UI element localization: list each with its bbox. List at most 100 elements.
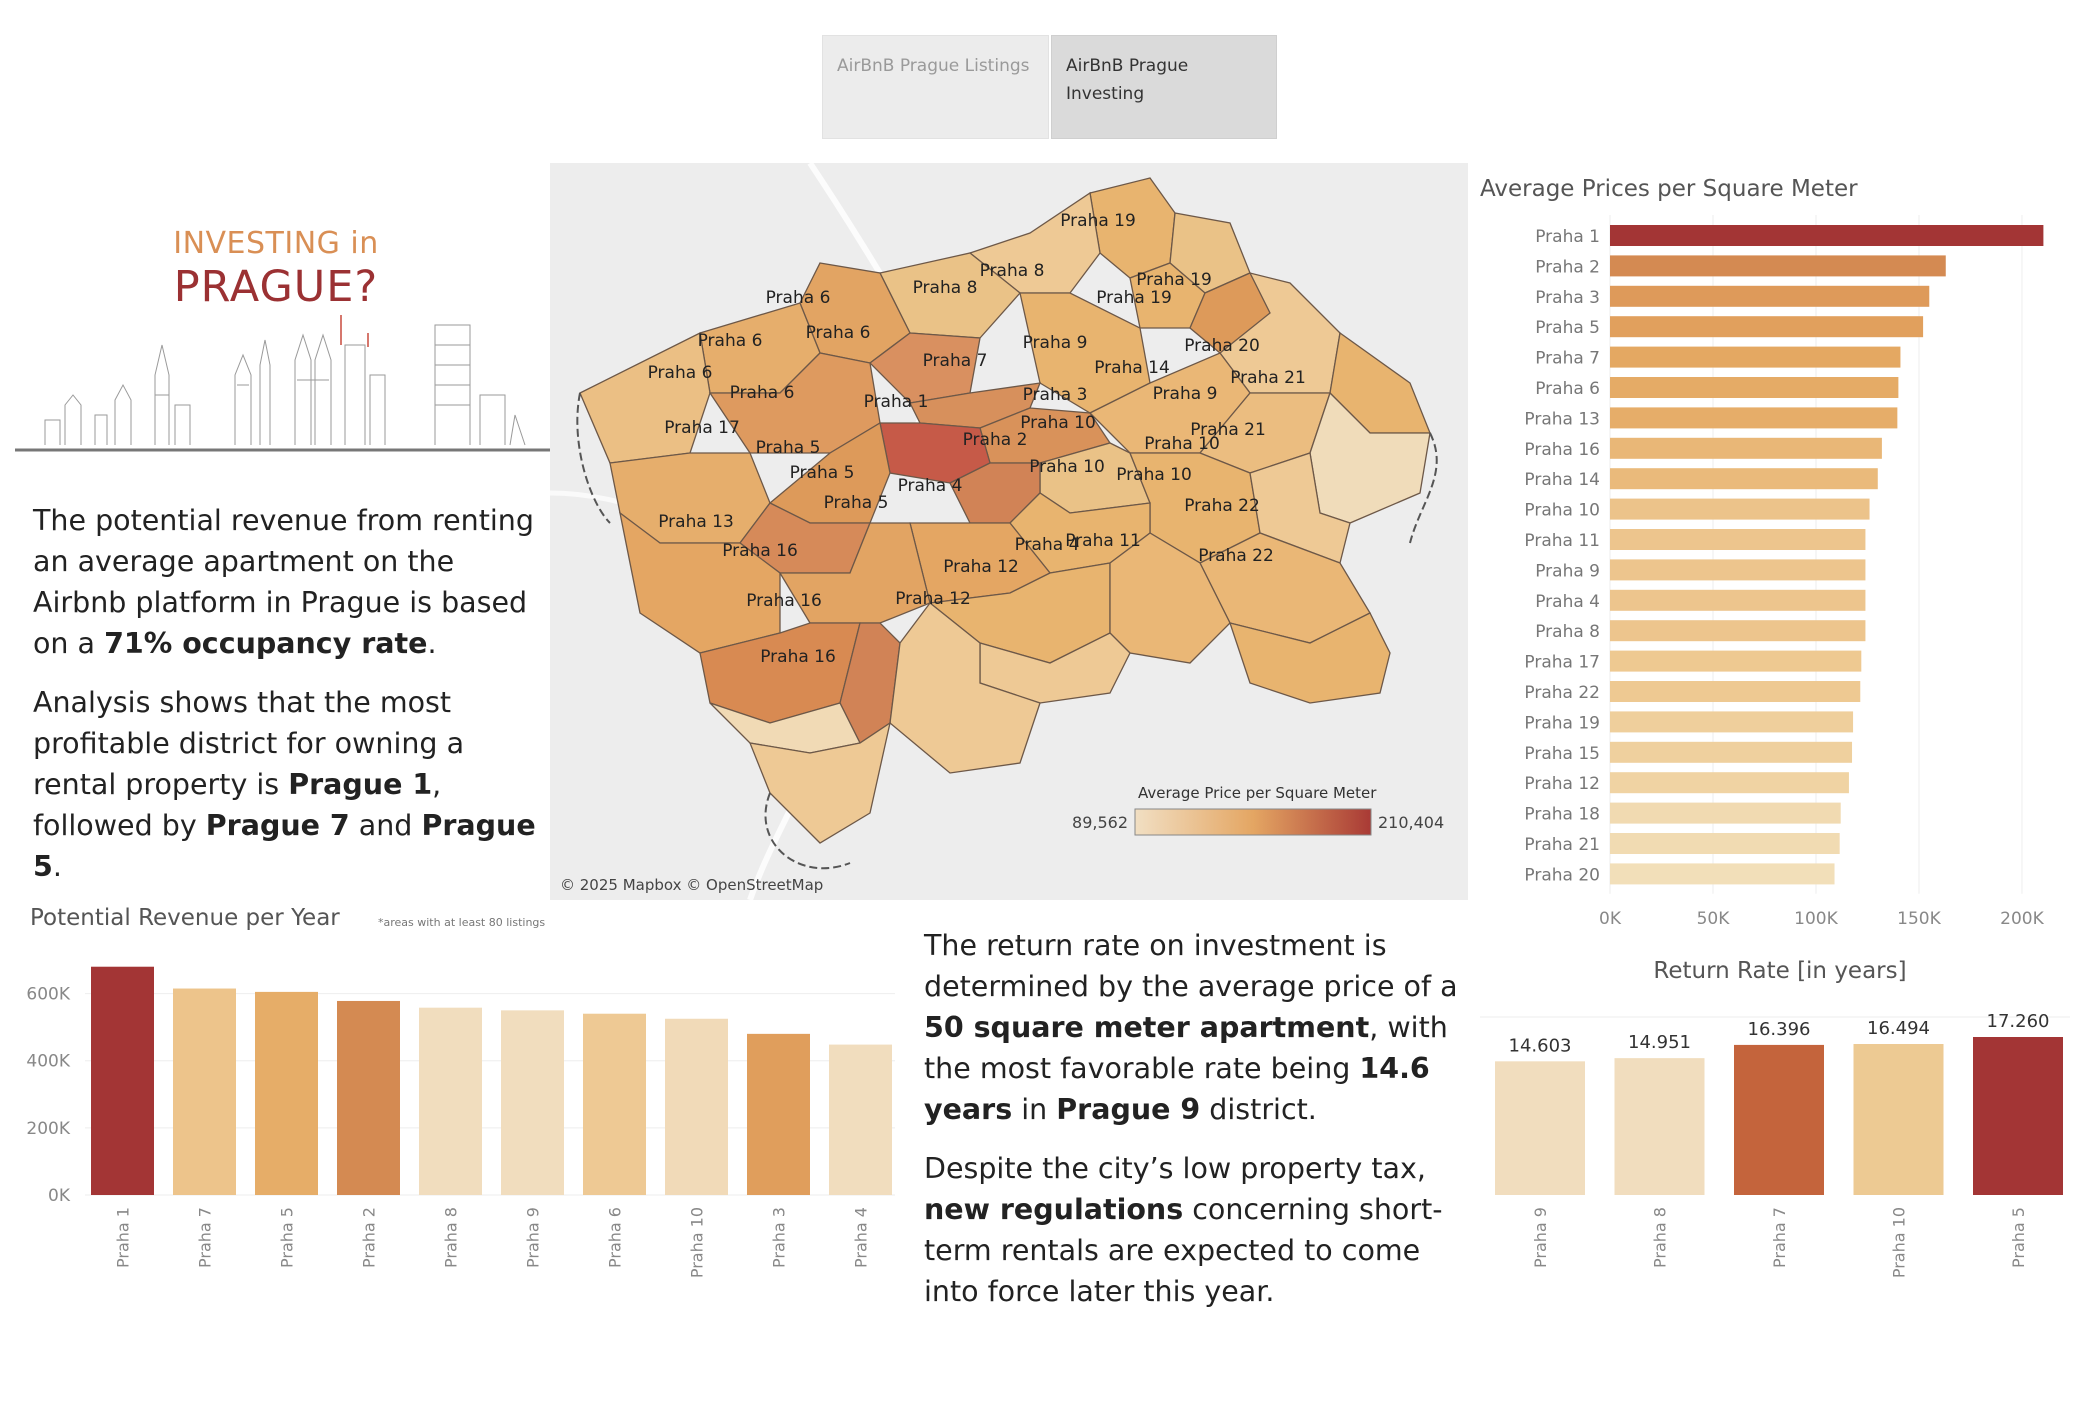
price-bar[interactable]: [1610, 437, 1882, 459]
price-chart-title: Average Prices per Square Meter: [1480, 176, 1858, 202]
map-district-label: Praha 6: [766, 288, 831, 308]
price-category-label: Praha 10: [1524, 501, 1600, 521]
price-chart[interactable]: 0K 50K 100K 150K 200K Praha 1 Praha 2 Praha 3 Pr…: [1480, 215, 2080, 935]
map-district-label: Praha 6: [806, 323, 871, 343]
price-xtick-label: 150K: [1897, 909, 1941, 929]
revenue-bar[interactable]: [665, 1018, 728, 1195]
map-legend-min: 89,562: [1072, 813, 1128, 832]
map-district-label: Praha 16: [746, 591, 822, 611]
price-bar[interactable]: [1610, 620, 1866, 642]
district-praha-6-far[interactable]: [579, 332, 711, 464]
map-district-label: Praha 12: [943, 557, 1019, 577]
price-bar[interactable]: [1610, 285, 1930, 307]
price-bar[interactable]: [1610, 559, 1866, 581]
district-praha-6-inner[interactable]: [869, 332, 981, 404]
district-praha-19-small[interactable]: [1189, 272, 1271, 354]
map-district-label: Praha 11: [1065, 531, 1141, 551]
price-category-label: Praha 17: [1524, 653, 1600, 673]
revenue-bar[interactable]: [173, 988, 236, 1195]
map-district-label: Praha 19: [1060, 211, 1136, 231]
price-category-label: Praha 7: [1535, 349, 1600, 369]
revenue-bar[interactable]: [91, 966, 154, 1195]
return-bar[interactable]: [1973, 1037, 2063, 1195]
price-bar[interactable]: [1610, 316, 1924, 338]
price-bar[interactable]: [1610, 711, 1854, 733]
district-praha-12[interactable]: [889, 602, 1041, 774]
district-praha-16-south[interactable]: [748, 721, 891, 844]
price-bar[interactable]: [1610, 346, 1901, 368]
revenue-category-label: Praha 9: [524, 1207, 543, 1268]
tab-airbnb-prague-investing[interactable]: AirBnB Prague Investing: [1051, 35, 1277, 139]
price-category-label: Praha 13: [1524, 409, 1600, 429]
map-legend-gradient: [1134, 808, 1372, 836]
return-value-label: 14.951: [1628, 1032, 1691, 1053]
revenue-category-label: Praha 8: [442, 1207, 461, 1268]
revenue-category-label: Praha 6: [606, 1207, 625, 1268]
price-bar[interactable]: [1610, 255, 1946, 277]
revenue-bar[interactable]: [419, 1007, 482, 1195]
revenue-bar[interactable]: [583, 1013, 646, 1195]
revenue-bar[interactable]: [747, 1033, 810, 1195]
price-bar[interactable]: [1610, 377, 1899, 398]
price-bar[interactable]: [1610, 225, 2044, 246]
price-bar[interactable]: [1610, 681, 1861, 702]
price-bar[interactable]: [1610, 468, 1878, 490]
intro-paragraph-1: The potential revenue from renting an av…: [33, 504, 534, 660]
price-category-label: Praha 12: [1524, 774, 1600, 794]
tab-label-line2: Investing: [1066, 84, 1145, 104]
revenue-chart-note: *areas with at least 80 listings: [378, 916, 546, 929]
price-category-label: Praha 20: [1524, 865, 1600, 885]
map-district-label: Praha 13: [658, 512, 734, 532]
map-district-label: Praha 2: [963, 430, 1028, 450]
revenue-ytick-label: 400K: [26, 1052, 70, 1072]
price-xtick-label: 0K: [1599, 909, 1622, 929]
map-district-label: Praha 7: [923, 351, 988, 371]
return-bar[interactable]: [1495, 1061, 1585, 1195]
price-bar[interactable]: [1610, 772, 1849, 794]
revenue-category-label: Praha 1: [114, 1207, 133, 1268]
map-attribution[interactable]: © 2025 Mapbox © OpenStreetMap: [560, 876, 823, 894]
price-bar[interactable]: [1610, 529, 1866, 550]
return-bar[interactable]: [1614, 1058, 1705, 1195]
prague-skyline-icon: [15, 315, 550, 452]
return-chart-title: Return Rate [in years]: [1653, 958, 1907, 984]
return-category-label: Praha 10: [1890, 1207, 1909, 1278]
return-category-label: Praha 5: [2009, 1207, 2028, 1268]
revenue-chart[interactable]: 0K 200K 400K 600K Praha 1 Praha 7 Praha 5 Praha…: [0, 940, 910, 1290]
tab-airbnb-prague-listings[interactable]: AirBnB Prague Listings: [822, 35, 1049, 139]
map-district-label: Praha 19: [1136, 270, 1212, 290]
revenue-category-label: Praha 5: [278, 1207, 297, 1268]
district-praha-6-south[interactable]: [708, 352, 881, 454]
price-bar[interactable]: [1610, 802, 1841, 824]
map-district-label: Praha 10: [1020, 413, 1096, 433]
district-praha-22[interactable]: [1229, 612, 1391, 704]
revenue-bar[interactable]: [501, 1010, 564, 1195]
price-bar[interactable]: [1610, 833, 1840, 854]
price-bar[interactable]: [1610, 863, 1835, 885]
district-praha-13[interactable]: [619, 511, 781, 654]
price-bar[interactable]: [1610, 498, 1870, 520]
price-bar[interactable]: [1610, 589, 1866, 611]
price-category-label: Praha 3: [1535, 288, 1600, 308]
map-district-label: Praha 16: [722, 541, 798, 561]
prague-district-map[interactable]: Praha 19 Praha 8 Praha 8 Praha 19 Praha 6 Pra…: [550, 163, 1468, 900]
map-district-label: Praha 6: [730, 383, 795, 403]
price-bar[interactable]: [1610, 741, 1853, 763]
return-category-label: Praha 7: [1770, 1207, 1789, 1268]
revenue-bar[interactable]: [829, 1044, 892, 1195]
revenue-bar[interactable]: [255, 991, 318, 1195]
map-district-label: Praha 14: [1094, 358, 1170, 378]
price-category-label: Praha 1: [1535, 227, 1600, 247]
price-category-label: Praha 6: [1535, 379, 1600, 399]
revenue-bar[interactable]: [337, 1000, 400, 1195]
price-category-label: Praha 4: [1535, 592, 1600, 612]
map-district-label: Praha 4: [898, 476, 963, 496]
return-chart[interactable]: 14.603 Praha 9 14.951 Praha 8 16.396 Praha 7 1…: [1480, 995, 2080, 1295]
price-bar[interactable]: [1610, 650, 1862, 672]
map-district-label: Praha 4: [1015, 535, 1080, 555]
return-bar[interactable]: [1734, 1044, 1824, 1195]
price-bar[interactable]: [1610, 407, 1898, 429]
return-bar[interactable]: [1853, 1044, 1944, 1195]
price-category-label: Praha 11: [1524, 531, 1600, 551]
